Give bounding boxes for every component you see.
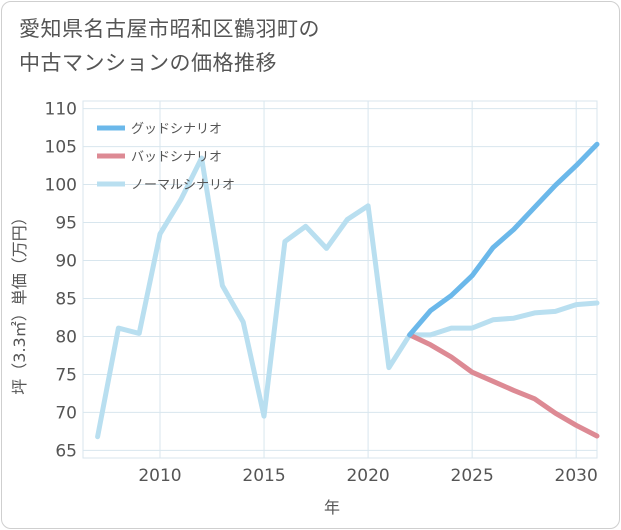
legend-label-good: グッドシナリオ <box>131 122 222 137</box>
x-tick-label-2010: 2010 <box>138 466 181 486</box>
y-axis-ticks: 65 70 75 80 85 90 95 100 105 110 <box>45 100 77 462</box>
x-tick-label-2020: 2020 <box>346 466 389 486</box>
series-lines <box>95 141 600 440</box>
grid <box>82 100 598 459</box>
series-line-normal <box>95 155 600 440</box>
chart-title: 愛知県名古屋市昭和区鶴羽町の 中古マンションの価格推移 <box>19 12 320 80</box>
series-line-good <box>407 141 600 338</box>
x-axis-ticks: 2010 2015 2020 2025 2030 <box>138 466 597 486</box>
legend-label-normal: ノーマルシナリオ <box>131 178 235 193</box>
chart-title-line1: 愛知県名古屋市昭和区鶴羽町の <box>19 17 320 41</box>
x-axis-label: 年 <box>324 498 340 517</box>
x-tick-label-2025: 2025 <box>451 466 494 486</box>
y-tick-label-65: 65 <box>55 441 77 461</box>
series-line-bad <box>407 332 600 439</box>
y-tick-label-110: 110 <box>45 100 77 120</box>
y-tick-label-95: 95 <box>55 214 77 234</box>
y-tick-label-85: 85 <box>55 289 77 309</box>
chart-title-line2: 中古マンションの価格推移 <box>19 51 277 75</box>
y-tick-label-100: 100 <box>45 176 77 196</box>
y-tick-label-70: 70 <box>55 403 77 423</box>
x-tick-label-2030: 2030 <box>555 466 598 486</box>
x-tick-label-2015: 2015 <box>242 466 285 486</box>
plot-area-border <box>82 100 598 459</box>
y-tick-label-75: 75 <box>55 365 77 385</box>
y-axis-label: 坪（3.3㎡）単価（万円） <box>10 209 29 394</box>
y-tick-label-105: 105 <box>45 138 77 158</box>
y-tick-label-80: 80 <box>55 327 77 347</box>
y-tick-label-90: 90 <box>55 252 77 272</box>
legend-label-bad: バッドシナリオ <box>131 150 222 165</box>
